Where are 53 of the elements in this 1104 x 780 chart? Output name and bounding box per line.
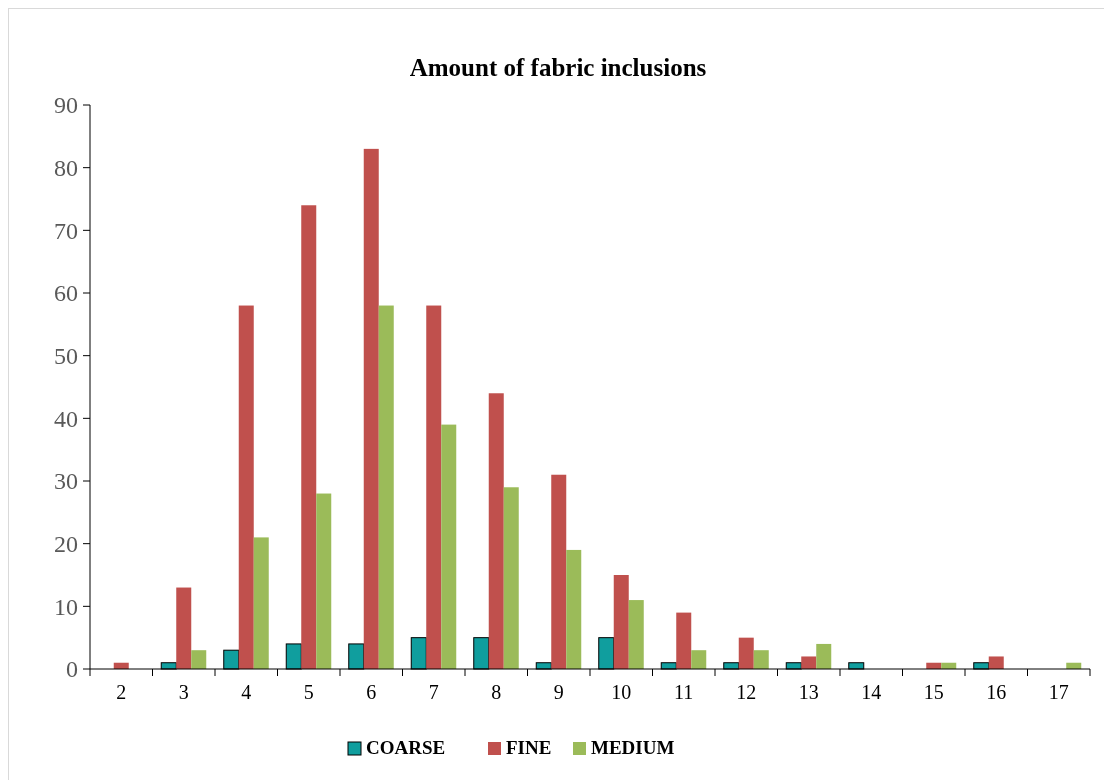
y-tick-label: 40 [54, 405, 78, 432]
bar [676, 612, 692, 669]
bar [628, 600, 644, 669]
y-tick-label: 60 [54, 280, 78, 307]
bar [378, 305, 394, 669]
x-tick-label: 3 [178, 681, 189, 703]
bar [753, 650, 769, 669]
bar [566, 549, 582, 669]
bar [176, 587, 192, 669]
bar [253, 537, 269, 669]
x-tick-label: 16 [986, 681, 1007, 703]
y-tick-label: 50 [54, 343, 78, 370]
legend-label: COARSE [366, 737, 446, 758]
x-tick-label: 12 [736, 681, 757, 703]
bar [613, 575, 629, 669]
x-tick-label: 2 [116, 681, 127, 703]
x-tick-label: 7 [428, 681, 439, 703]
x-tick-label: 10 [611, 681, 632, 703]
y-tick-label: 70 [54, 217, 78, 244]
y-tick-label: 20 [54, 531, 78, 558]
bar [801, 656, 817, 669]
bar [426, 305, 442, 669]
bar [738, 637, 754, 669]
bar [316, 493, 332, 669]
legend-label: MEDIUM [591, 737, 675, 758]
x-tick-label: 8 [491, 681, 502, 703]
x-tick-label: 14 [861, 681, 882, 703]
bar [238, 305, 254, 669]
x-tick-label: 5 [303, 681, 314, 703]
x-tick-label: 17 [1048, 681, 1069, 703]
y-tick-label: 80 [54, 155, 78, 182]
bar [691, 650, 707, 669]
bar [488, 393, 504, 669]
x-tick-label: 15 [923, 681, 944, 703]
x-tick-label: 9 [553, 681, 564, 703]
x-tick-label: 11 [674, 681, 694, 703]
y-tick-label: 30 [54, 468, 78, 495]
bar [363, 148, 379, 669]
bar [301, 205, 317, 669]
bar [191, 650, 207, 669]
bar [816, 643, 832, 669]
bar [988, 656, 1004, 669]
y-tick-label: 10 [54, 593, 78, 620]
bar [551, 474, 567, 669]
y-tick-label: 90 [54, 92, 78, 119]
x-tick-label: 6 [366, 681, 377, 703]
x-tick-label: 13 [798, 681, 819, 703]
x-tick-label: 4 [241, 681, 252, 703]
chart-title: Amount of fabric inclusions [409, 54, 707, 81]
y-tick-label: 0 [66, 656, 78, 683]
legend-label: FINE [506, 737, 552, 758]
bar [503, 487, 519, 669]
bar [441, 424, 457, 669]
